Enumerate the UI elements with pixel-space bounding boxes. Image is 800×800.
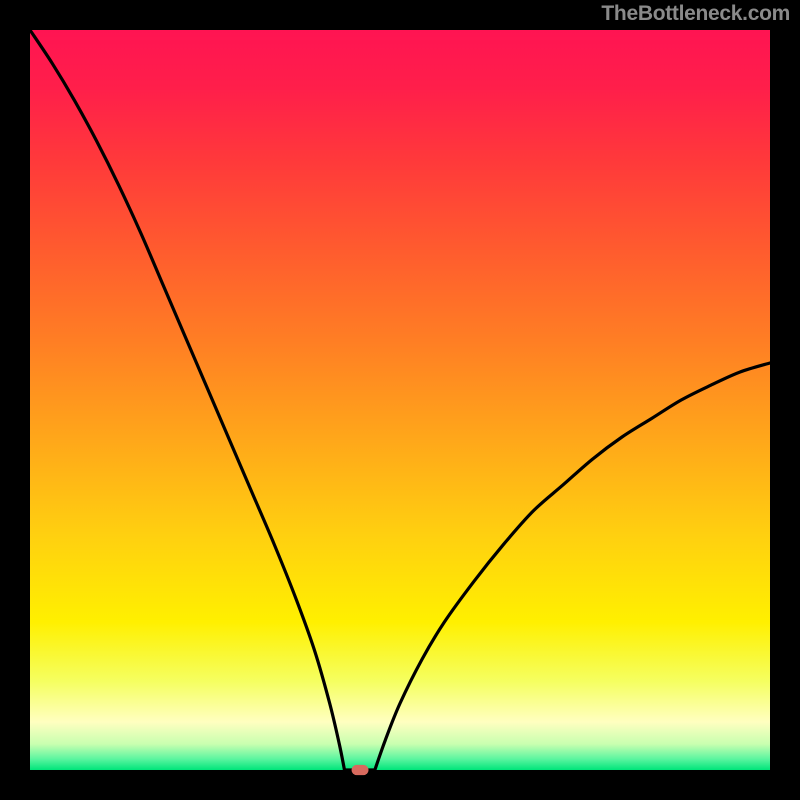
chart-plot-bg — [30, 30, 770, 770]
optimal-point-marker — [352, 765, 369, 775]
watermark-text: TheBottleneck.com — [601, 2, 790, 26]
